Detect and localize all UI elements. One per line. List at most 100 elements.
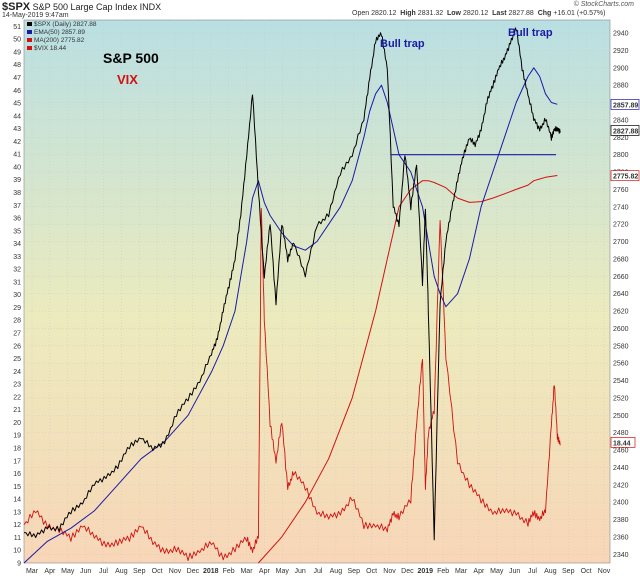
date-tick-label: May — [276, 568, 290, 575]
date-tick-label: Mar — [240, 568, 253, 575]
price-tick-label: 2720 — [613, 222, 629, 229]
vix-tick-label: 33 — [13, 254, 21, 261]
vix-tick-label: 37 — [13, 203, 21, 210]
price-tick-label: 2520 — [613, 395, 629, 402]
price-tick-label: 2840 — [613, 117, 629, 124]
vix-tick-label: 50 — [13, 37, 21, 44]
vix-label: 18.44 — [613, 440, 631, 447]
high-label: High — [400, 10, 416, 17]
price-tick-label: 2660 — [613, 274, 629, 281]
vix-tick-label: 13 — [13, 509, 21, 516]
vix-tick-label: 31 — [13, 279, 21, 286]
price-tick-label: 2700 — [613, 239, 629, 246]
date-tick-label: Aug — [330, 568, 343, 575]
vix-tick-label: 17 — [13, 458, 21, 465]
vix-tick-label: 41 — [13, 152, 21, 159]
date-tick-label: Dec — [187, 568, 200, 575]
series-line-ma-200 — [258, 175, 558, 564]
date-tick-label: Apr — [259, 568, 271, 575]
date-tick-label: Feb — [437, 568, 449, 575]
date-tick-label: Nov — [169, 568, 182, 575]
date-tick-label: Jun — [80, 568, 91, 575]
price-tick-label: 2340 — [613, 552, 629, 559]
price-tick-label: 2440 — [613, 465, 629, 472]
price-tick-label: 2580 — [613, 343, 629, 350]
vix-tick-label: 18 — [13, 446, 21, 453]
vix-tick-label: 38 — [13, 190, 21, 197]
price-tick-label: 2600 — [613, 326, 629, 333]
date-tick-label: Jul — [314, 568, 323, 575]
price-tick-label: 2740 — [613, 204, 629, 211]
date-tick-label: Aug — [544, 568, 557, 575]
vix-tick-label: 19 — [13, 433, 21, 440]
vix-tick-label: 40 — [13, 164, 21, 171]
price-tick-label: 2920 — [613, 48, 629, 55]
date-tick-label: Apr — [473, 568, 485, 575]
date-tick-label: Aug — [115, 568, 128, 575]
vix-tick-label: 14 — [13, 497, 21, 504]
date-tick-label: Jun — [509, 568, 520, 575]
series-line-vix — [23, 208, 561, 562]
date-tick-label: Dec — [401, 568, 414, 575]
vix-tick-label: 51 — [13, 24, 21, 31]
price-tick-label: 2420 — [613, 482, 629, 489]
sp500-annotation: S&P 500 — [103, 50, 159, 66]
vix-tick-label: 15 — [13, 484, 21, 491]
date-tick-label: Oct — [581, 568, 592, 575]
price-tick-label: 2680 — [613, 256, 629, 263]
vix-tick-label: 32 — [13, 267, 21, 274]
bull-trap-label-1: Bull trap — [380, 38, 425, 50]
series-line-spx-daily — [23, 27, 561, 541]
vix-tick-label: 46 — [13, 88, 21, 95]
last-label: Last — [492, 10, 507, 17]
vix-tick-label: 39 — [13, 177, 21, 184]
date-tick-label: Nov — [598, 568, 611, 575]
vix-label-box — [610, 437, 636, 448]
vix-tick-label: 23 — [13, 382, 21, 389]
bull-trap-label-2: Bull trap — [508, 27, 553, 39]
date-tick-label: May — [61, 568, 75, 575]
date-tick-label: Jul — [528, 568, 537, 575]
vix-tick-label: 11 — [14, 535, 21, 542]
date-tick-label: Sep — [562, 568, 575, 575]
date-tick-label: Nov — [383, 568, 396, 575]
vix-tick-label: 9 — [17, 561, 21, 568]
legend-entry: $VIX 18.44 — [34, 45, 67, 52]
vix-tick-label: 44 — [13, 113, 21, 120]
legend-swatch — [27, 30, 32, 34]
price-tick-label: 2760 — [613, 187, 629, 194]
quote-summary: Open 2820.12 High 2831.32 Low 2820.12 La… — [352, 10, 605, 17]
low-value: 2820.12 — [462, 10, 489, 17]
price-tick-label: 2400 — [613, 500, 629, 507]
date-tick-label: May — [490, 568, 504, 575]
vix-axis: 9 10 11 12 13 14 15 16 17 18 19 20 21 22 23 24 25 26 27 28 2… — [13, 24, 21, 568]
vix-tick-label: 47 — [13, 75, 21, 82]
symbol: $SPX — [2, 1, 31, 13]
price-tick-label: 2480 — [613, 430, 629, 437]
price-axis: 2340 2360 2380 2400 2420 2440 2460 2480 2500 2520… — [610, 31, 640, 559]
date-axis: Mar Apr May Jun Jul Aug Sep Oct Nov Dec 2018 Feb Mar… — [26, 568, 611, 575]
vix-tick-label: 21 — [13, 407, 21, 414]
series-line-ema-50 — [23, 67, 558, 564]
chg-label: Chg — [537, 10, 552, 17]
price-tick-label: 2640 — [613, 291, 629, 298]
vix-annotation: VIX — [117, 72, 138, 87]
date-tick-label: Jul — [99, 568, 108, 575]
chg-value: +16.01 (+0.57%) — [553, 10, 606, 17]
exchange: INDX — [139, 2, 162, 12]
vix-tick-label: 22 — [13, 394, 21, 401]
plot-area — [23, 19, 611, 564]
vix-tick-label: 30 — [13, 292, 21, 299]
price-label-box — [610, 125, 640, 136]
vix-tick-label: 25 — [13, 356, 21, 363]
date-tick-label: Mar — [455, 568, 468, 575]
open-value: 2820.12 — [371, 10, 397, 17]
price-tick-label: 2560 — [613, 361, 629, 368]
stockcharts-credit: © StockCharts.com — [573, 1, 634, 8]
vix-tick-label: 45 — [13, 101, 21, 108]
legend-swatch — [27, 38, 32, 42]
vix-tick-label: 24 — [13, 369, 21, 376]
vix-tick-label: 27 — [13, 331, 21, 338]
